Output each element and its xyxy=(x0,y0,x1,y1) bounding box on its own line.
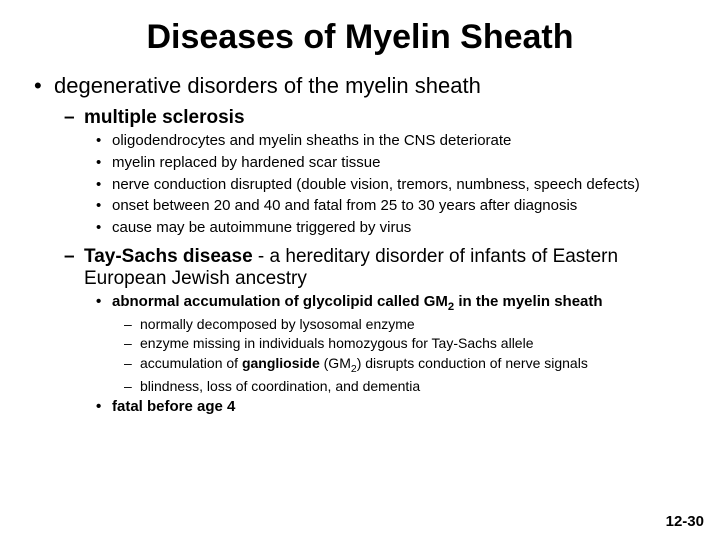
text-bold: ganglioside xyxy=(242,355,320,371)
l1-text: degenerative disorders of the myelin she… xyxy=(54,73,481,98)
l3-item: abnormal accumulation of glycolipid call… xyxy=(84,293,692,395)
text-pre: accumulation of xyxy=(140,355,242,371)
text-post: in the myelin sheath xyxy=(454,293,602,310)
l1-item: degenerative disorders of the myelin she… xyxy=(28,73,692,417)
level-2-list: multiple sclerosis oligodendrocytes and … xyxy=(54,107,692,417)
l3-item: oligodendrocytes and myelin sheaths in t… xyxy=(84,132,692,151)
l4-item: blindness, loss of coordination, and dem… xyxy=(112,378,692,396)
l3-item: cause may be autoimmune triggered by vir… xyxy=(84,219,692,238)
l2-label: Tay-Sachs disease xyxy=(84,246,253,267)
level-3-list-ms: oligodendrocytes and myelin sheaths in t… xyxy=(84,132,692,238)
l4-item: accumulation of ganglioside (GM2) disrup… xyxy=(112,355,692,376)
text-mid: (GM xyxy=(320,355,351,371)
text-bold: GM xyxy=(424,293,448,310)
l3-item: nerve conduction disrupted (double visio… xyxy=(84,176,692,195)
l4-item: normally decomposed by lysosomal enzyme xyxy=(112,316,692,334)
l2-item-ts: Tay-Sachs disease - a hereditary disorde… xyxy=(54,246,692,417)
level-3-list-ts: abnormal accumulation of glycolipid call… xyxy=(84,293,692,417)
slide: Diseases of Myelin Sheath degenerative d… xyxy=(0,0,720,540)
l3-item: onset between 20 and 40 and fatal from 2… xyxy=(84,197,692,216)
slide-title: Diseases of Myelin Sheath xyxy=(28,18,692,57)
l2-label: multiple sclerosis xyxy=(84,107,245,128)
l2-item-ms: multiple sclerosis oligodendrocytes and … xyxy=(54,107,692,238)
l3-item: fatal before age 4 xyxy=(84,398,692,417)
level-1-list: degenerative disorders of the myelin she… xyxy=(28,73,692,417)
l3-item: myelin replaced by hardened scar tissue xyxy=(84,154,692,173)
level-4-list: normally decomposed by lysosomal enzyme … xyxy=(112,316,692,395)
text-pre: abnormal accumulation of glycolipid call… xyxy=(112,293,424,310)
text-post: ) disrupts conduction of nerve signals xyxy=(357,355,588,371)
page-number: 12-30 xyxy=(666,513,704,530)
l4-item: enzyme missing in individuals homozygous… xyxy=(112,335,692,353)
